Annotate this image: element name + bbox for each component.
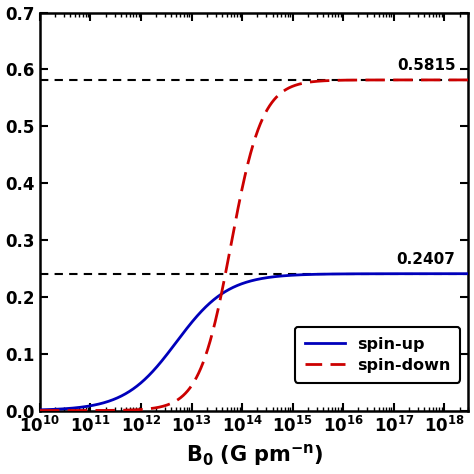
Text: 0.5815: 0.5815 (397, 58, 456, 73)
Legend: spin-up, spin-down: spin-up, spin-down (295, 327, 460, 383)
X-axis label: $\mathbf{B_0}\ \mathbf{(G\ pm^{-n})}$: $\mathbf{B_0}\ \mathbf{(G\ pm^{-n})}$ (186, 442, 323, 468)
Text: 0.2407: 0.2407 (397, 252, 456, 267)
